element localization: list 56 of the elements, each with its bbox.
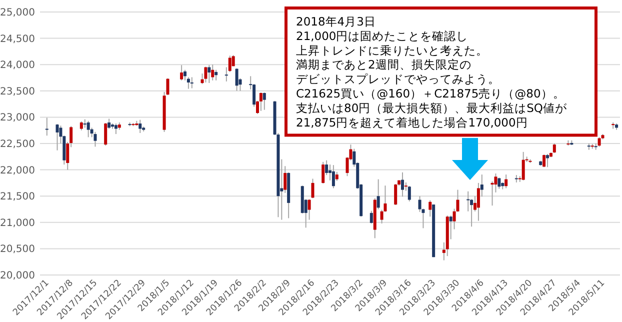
- candlestick: [490, 180, 494, 206]
- y-tick-label: 20,000: [0, 270, 35, 282]
- candlestick: [104, 122, 108, 146]
- candlestick: [504, 174, 508, 189]
- annotation: 21,000円は固めたことを確認し: [296, 28, 468, 43]
- candlestick: [498, 177, 501, 190]
- candlestick: [224, 66, 228, 82]
- candlestick: [45, 117, 48, 136]
- candlestick: [408, 186, 411, 202]
- candlestick: [394, 184, 398, 206]
- candlestick: [180, 64, 184, 81]
- y-tick-label: 25,000: [0, 8, 35, 18]
- candlestick: [311, 178, 314, 199]
- candlestick: [370, 210, 373, 224]
- candlestick: [184, 69, 186, 81]
- candlestick: [259, 92, 262, 112]
- candlestick: [542, 154, 546, 168]
- candlestick: [514, 174, 518, 183]
- candlestick: [449, 215, 452, 240]
- y-tick-label: 22,500: [0, 139, 35, 150]
- annotation: C21625買い（@160）＋C21875売り（@80）。: [296, 86, 565, 100]
- candlestick: [56, 124, 59, 151]
- y-tick-label: 24,500: [0, 34, 35, 45]
- annotation: 支払いは80円（最大損失額）、最大利益はSQ値が: [296, 100, 568, 115]
- candlestick: [262, 92, 266, 110]
- candlestick: [322, 161, 325, 184]
- candlestick: [204, 66, 208, 83]
- candlestick: [190, 76, 194, 89]
- candlestick: [138, 119, 142, 134]
- y-tick-label: 24,000: [0, 60, 35, 72]
- annotation: 21,875円を超えて着地した場合170,000円: [296, 115, 528, 130]
- annotation: 上昇トレンドに乗りたいと考えた。: [296, 43, 488, 58]
- y-tick-label: 23,500: [0, 86, 35, 98]
- candlestick: [214, 69, 218, 81]
- y-tick-label: 23,000: [0, 112, 35, 124]
- y-tick-label: 22,000: [0, 165, 35, 176]
- candlestick: [211, 64, 214, 81]
- candlestick: [552, 143, 556, 154]
- annotation: デビットスプレッドでやってみよう。: [296, 72, 500, 86]
- annotation: 2018年4月3日: [296, 14, 376, 28]
- annotation: 満期まであと2週間、損失限定の: [296, 58, 472, 72]
- candlestick: [94, 131, 97, 148]
- y-tick-label: 20,500: [0, 244, 35, 256]
- candlestick: [208, 64, 211, 84]
- candlestick: [308, 198, 311, 220]
- candlestick: [428, 200, 432, 218]
- candlestick: [332, 164, 335, 189]
- candlestick: [235, 68, 238, 92]
- candlestick: [546, 154, 549, 168]
- candlestick: [522, 151, 525, 181]
- candlestick: [114, 123, 118, 135]
- candlestick: [598, 136, 601, 148]
- candlestick: [401, 172, 404, 198]
- y-tick-label: 21,500: [0, 192, 35, 203]
- y-tick-label: 21,000: [0, 218, 35, 229]
- candlestick: [86, 120, 90, 138]
